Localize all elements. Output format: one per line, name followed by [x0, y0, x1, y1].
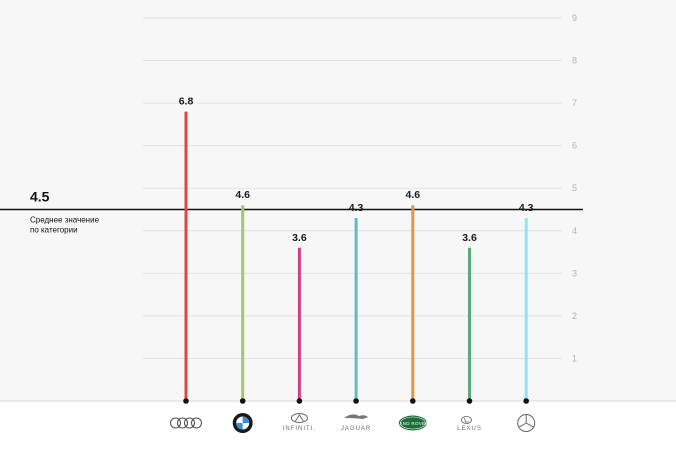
- average-caption-line1: Среднее значение: [30, 216, 100, 225]
- value-label-3: 3.6: [292, 232, 307, 244]
- bar-base-dot: [410, 398, 416, 404]
- value-label-2: 4.6: [235, 189, 250, 201]
- value-label-7: 4.3: [519, 202, 534, 214]
- y-tick-label: 4: [572, 226, 577, 236]
- bar-base-dot: [353, 398, 359, 404]
- mercedes-star-icon: [517, 414, 536, 432]
- bar-base-dot: [523, 398, 529, 404]
- value-label-1: 6.8: [179, 96, 194, 108]
- bar-base-dot: [183, 398, 189, 404]
- y-tick-label: 3: [572, 268, 577, 278]
- y-tick-label: 7: [572, 98, 577, 108]
- value-label-6: 3.6: [462, 232, 477, 244]
- average-caption-line2: по категории: [30, 226, 78, 235]
- y-tick-label: 8: [572, 56, 577, 66]
- jaguar-icon: JAGUAR: [341, 414, 371, 432]
- y-tick-label: 2: [572, 311, 577, 321]
- y-tick-label: 6: [572, 141, 577, 151]
- logo-text-6: LEXUS: [457, 426, 482, 432]
- y-tick-label: 5: [572, 183, 577, 193]
- lexus-icon: LEXUS: [457, 415, 482, 432]
- logo-text-5: LAND ROVER: [397, 421, 430, 426]
- value-label-5: 4.6: [405, 189, 420, 201]
- land-rover-icon: LAND ROVER: [397, 415, 430, 431]
- logo-strip: [0, 401, 676, 450]
- bmw-roundel-icon: [232, 413, 253, 433]
- logo-text-3: INFINITI.: [283, 426, 316, 432]
- audi-rings-icon: [169, 417, 203, 429]
- y-tick-label: 1: [572, 353, 577, 363]
- y-tick-label: 9: [572, 13, 577, 23]
- bar-base-dot: [466, 398, 473, 404]
- value-label-4: 4.3: [349, 202, 364, 214]
- logo-text-4: JAGUAR: [341, 426, 371, 432]
- bar-base-dot: [296, 398, 303, 404]
- average-value-label: 4.5: [30, 189, 50, 205]
- bar-base-dot: [239, 398, 246, 404]
- infiniti-icon: INFINITI.: [283, 413, 316, 432]
